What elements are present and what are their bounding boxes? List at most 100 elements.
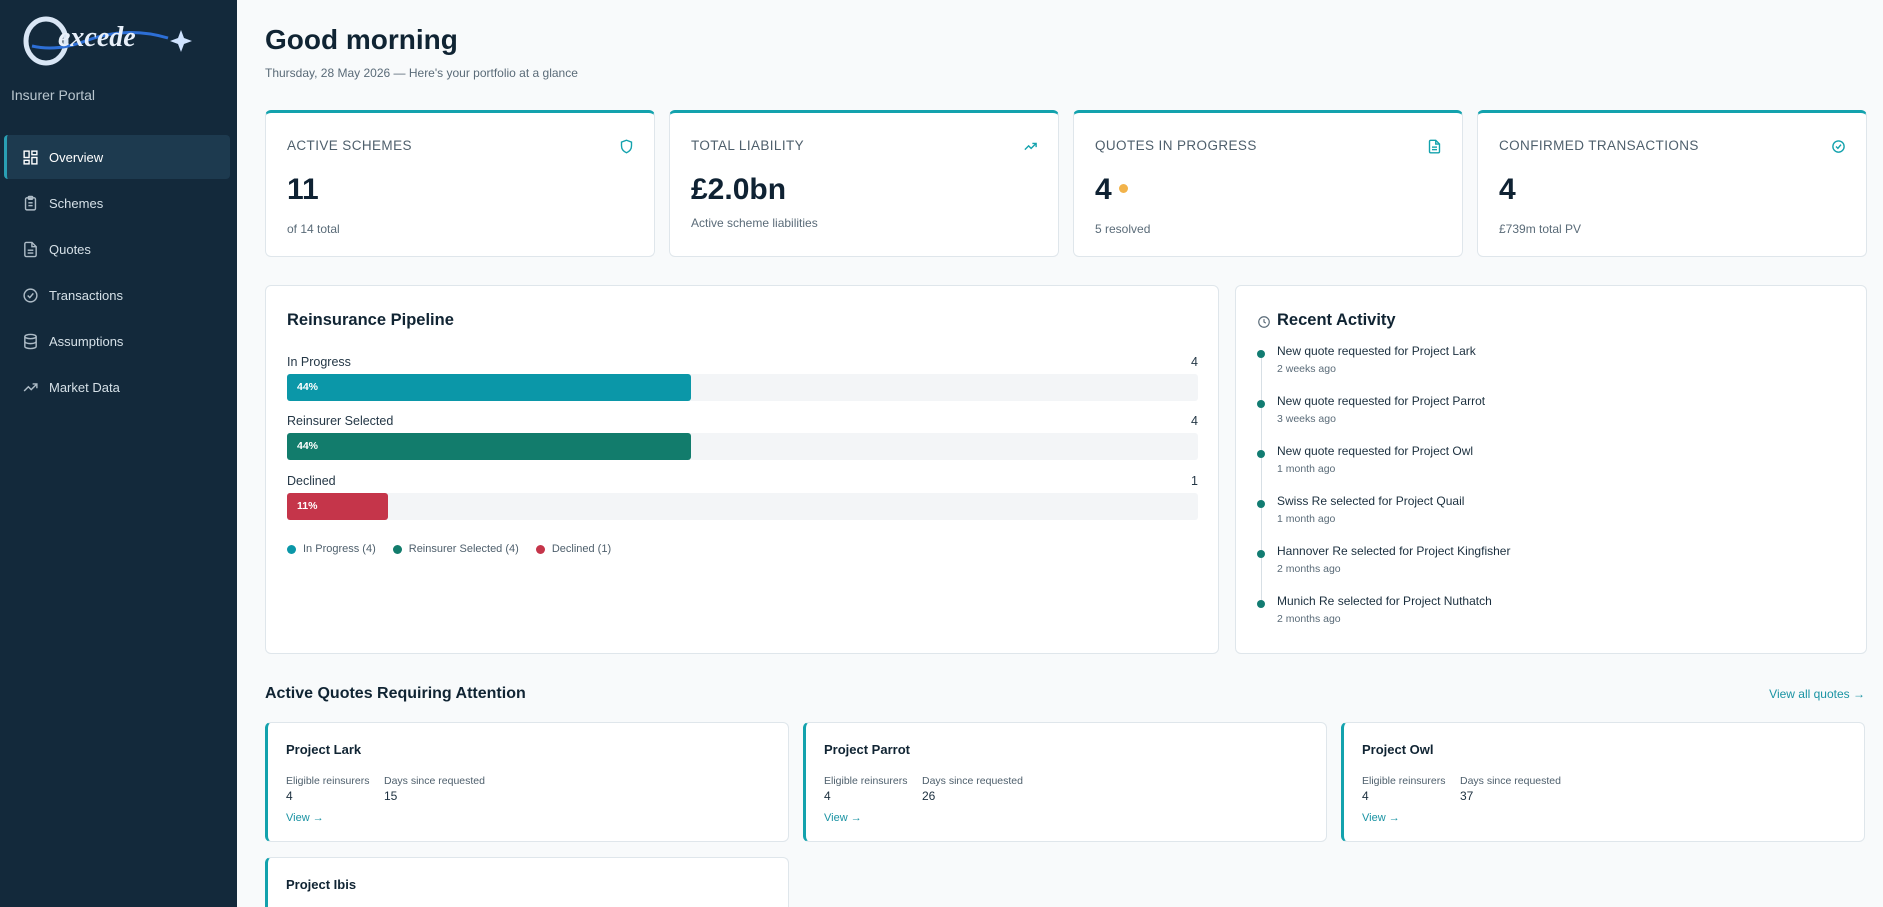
panel-title: Reinsurance Pipeline <box>287 311 454 329</box>
eligible-reinsurers-value: 4 <box>1362 789 1369 803</box>
activity-item[interactable]: Swiss Re selected for Project Quail 1 mon… <box>1257 494 1837 544</box>
stat-subtext: Active scheme liabilities <box>691 216 818 230</box>
days-since-requested-value: 37 <box>1460 789 1474 803</box>
sidebar-item-overview[interactable]: Overview <box>4 135 230 179</box>
days-since-requested-label: Days since requested <box>384 775 485 787</box>
excede-logo[interactable]: excede <box>18 8 193 66</box>
quote-name: Project Owl <box>1362 742 1434 757</box>
trending-up-icon <box>1024 142 1037 151</box>
stat-title: QUOTES IN PROGRESS <box>1095 138 1257 153</box>
days-since-requested-label: Days since requested <box>922 775 1023 787</box>
stat-title: TOTAL LIABILITY <box>691 138 805 153</box>
pipeline-row-label: Declined <box>287 474 336 488</box>
legend-item: Reinsurer Selected (4) <box>392 543 519 555</box>
pipeline-bar-declined[interactable]: 11% <box>287 493 389 520</box>
days-since-requested-label: Days since requested <box>1460 775 1561 787</box>
sidebar-item-label: Quotes <box>49 241 91 257</box>
logo-text: excede <box>58 22 136 53</box>
legend-label: Declined (1) <box>551 543 612 555</box>
sidebar-item-label: Market Data <box>49 379 120 395</box>
activity-time: 3 weeks ago <box>1277 413 1336 425</box>
sidebar-item-transactions[interactable]: Transactions <box>4 273 230 317</box>
activity-item[interactable]: Munich Re selected for Project Nuthatch 2… <box>1257 594 1837 644</box>
activity-dot <box>1257 450 1265 458</box>
portal-label: Insurer Portal <box>11 87 96 103</box>
sidebar-item-label: Overview <box>49 149 104 165</box>
pipeline-row-count: 1 <box>1191 474 1198 488</box>
main-content: Good morning Thursday, 28 May 2026 — Her… <box>237 0 1883 907</box>
view-all-quotes-link[interactable]: View all quotes → <box>1769 687 1865 701</box>
activity-text: New quote requested for Project Lark <box>1277 344 1476 358</box>
stat-card-quotes-in-progress: QUOTES IN PROGRESS 4 5 resolved <box>1073 110 1463 257</box>
quote-name: Project Parrot <box>824 742 910 757</box>
sidebar-item-schemes[interactable]: Schemes <box>4 181 230 225</box>
quote-card-project-owl[interactable]: Project Owl Eligible reinsurers 4 Days s… <box>1341 722 1865 842</box>
eligible-reinsurers-label: Eligible reinsurers <box>1362 775 1446 787</box>
quote-card-project-lark[interactable]: Project Lark Eligible reinsurers 4 Days … <box>265 722 789 842</box>
legend-dot <box>287 544 296 554</box>
activity-time: 1 month ago <box>1277 513 1336 525</box>
activity-text: New quote requested for Project Owl <box>1277 444 1474 458</box>
quote-name: Project Lark <box>286 742 362 757</box>
activity-text: Munich Re selected for Project Nuthatch <box>1277 594 1492 608</box>
pipeline-bar-track: 11% <box>287 493 1198 520</box>
stat-value: £2.0bn <box>691 173 787 206</box>
activity-time: 2 months ago <box>1277 563 1341 575</box>
activity-item[interactable]: Hannover Re selected for Project Kingfis… <box>1257 544 1837 594</box>
stat-card-confirmed-transactions: CONFIRMED TRANSACTIONS 4 £739m total PV <box>1477 110 1867 257</box>
activity-dot <box>1257 400 1265 408</box>
check-circle-icon <box>1832 140 1845 153</box>
stat-card-active-schemes: ACTIVE SCHEMES 11 of 14 total <box>265 110 655 257</box>
stat-value: 4 <box>1499 173 1516 206</box>
activity-dot <box>1257 500 1265 508</box>
eligible-reinsurers-label: Eligible reinsurers <box>824 775 908 787</box>
trending-up-icon <box>23 382 38 392</box>
view-quote-link[interactable]: View → <box>1362 812 1400 824</box>
activity-item[interactable]: New quote requested for Project Owl 1 mon… <box>1257 444 1837 494</box>
pipeline-row-label: Reinsurer Selected <box>287 414 394 428</box>
quote-name: Project Ibis <box>286 877 357 892</box>
activity-timeline-line <box>1261 352 1262 602</box>
activity-text: Hannover Re selected for Project Kingfis… <box>1277 544 1511 558</box>
days-since-requested-value: 15 <box>384 789 398 803</box>
sidebar-item-assumptions[interactable]: Assumptions <box>4 319 230 363</box>
stat-subtext: 5 resolved <box>1095 222 1151 236</box>
panel-title: Recent Activity <box>1277 311 1396 329</box>
sidebar-item-market-data[interactable]: Market Data <box>4 365 230 409</box>
activity-dot <box>1257 600 1265 608</box>
days-since-requested-value: 26 <box>922 789 936 803</box>
view-quote-link[interactable]: View → <box>824 812 862 824</box>
activity-text: New quote requested for Project Parrot <box>1277 394 1486 408</box>
stat-value-wrapper: 4 <box>1095 173 1128 207</box>
database-icon <box>24 333 37 349</box>
activity-item[interactable]: New quote requested for Project Parrot 3 … <box>1257 394 1837 444</box>
stat-value: 4 <box>1095 173 1112 206</box>
sidebar-item-label: Schemes <box>49 195 104 211</box>
section-title: Active Quotes Requiring Attention <box>265 685 526 702</box>
activity-text: Swiss Re selected for Project Quail <box>1277 494 1465 508</box>
legend-label: In Progress (4) <box>303 543 376 555</box>
activity-item[interactable]: New quote requested for Project Lark 2 we… <box>1257 344 1837 394</box>
activity-time: 1 month ago <box>1277 463 1336 475</box>
activity-dot <box>1257 550 1265 558</box>
eligible-reinsurers-value: 4 <box>824 789 831 803</box>
activity-time: 2 weeks ago <box>1277 363 1336 375</box>
document-icon <box>1428 139 1441 154</box>
pipeline-bar-in-progress[interactable]: 44% <box>287 374 692 401</box>
shield-icon <box>620 139 633 154</box>
clipboard-icon <box>24 195 37 211</box>
pending-status-dot <box>1118 183 1128 193</box>
stat-card-total-liability: TOTAL LIABILITY £2.0bn Active scheme lia… <box>669 110 1059 257</box>
eligible-reinsurers-value: 4 <box>286 789 293 803</box>
quote-card-project-ibis[interactable]: Project Ibis <box>265 857 789 907</box>
sidebar-item-quotes[interactable]: Quotes <box>4 227 230 271</box>
quote-card-project-parrot[interactable]: Project Parrot Eligible reinsurers 4 Day… <box>803 722 1327 842</box>
recent-activity-panel: Recent Activity New quote requested for … <box>1235 285 1867 654</box>
dashboard-icon <box>23 149 38 165</box>
view-quote-link[interactable]: View → <box>286 812 324 824</box>
pipeline-bar-reinsurer-selected[interactable]: 44% <box>287 433 692 460</box>
pipeline-row-count: 4 <box>1191 414 1198 428</box>
check-circle-icon <box>23 287 38 303</box>
legend-dot <box>392 544 402 554</box>
pipeline-row-label: In Progress <box>287 355 351 369</box>
